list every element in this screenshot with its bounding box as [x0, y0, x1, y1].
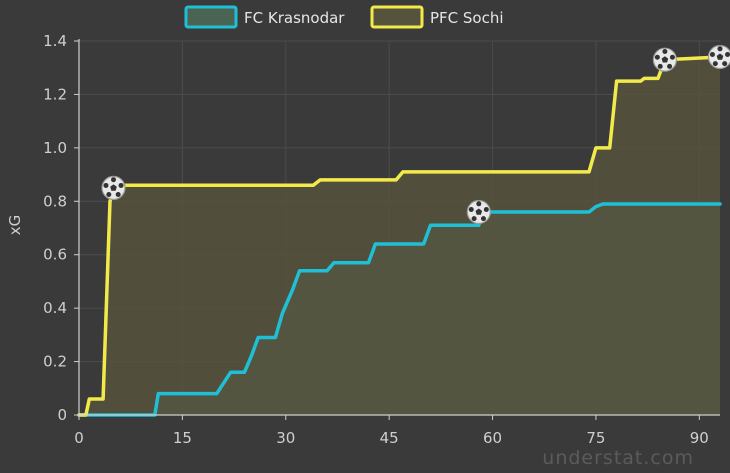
y-tick-label: 1.4 [43, 32, 67, 50]
axes: 0 15 30 45 60 75 90 0 0.2 0.4 0.6 0.8 1.0 1.2 1.4 [43, 32, 720, 447]
ball-patch [661, 56, 669, 63]
series-line-1 [77, 55, 722, 417]
goal-ball-icon [101, 175, 126, 200]
y-tick-label: 0.8 [43, 192, 67, 210]
y-tick-label: 0.6 [43, 246, 67, 264]
ball-patch [110, 184, 117, 191]
ball-patch [480, 216, 486, 222]
ball-patch [654, 54, 660, 60]
ball-patch [657, 63, 663, 69]
goal-ball-icon [466, 199, 491, 225]
ball-patch [475, 208, 483, 215]
ball-patch [662, 49, 668, 54]
y-axis-label: xG [6, 215, 24, 236]
ball-patch [725, 52, 730, 58]
legend-label-fc-krasnodar[interactable]: FC Krasnodar [244, 9, 345, 27]
ball-patch [115, 192, 121, 198]
goal-markers [101, 44, 730, 225]
ball-patch [667, 63, 673, 69]
x-tick-label: 60 [483, 429, 502, 447]
ball-patch [118, 182, 124, 188]
legend: FC Krasnodar PFC Sochi [184, 5, 504, 29]
series-area-1 [79, 57, 720, 415]
y-tick-label: 1.0 [43, 139, 67, 157]
y-tick-label: 0.4 [43, 299, 67, 317]
ball-patch [717, 46, 723, 52]
goal-ball-icon [652, 47, 678, 72]
ball-patch [716, 53, 724, 60]
ball-patch [712, 61, 718, 67]
watermark: understat.com [542, 447, 694, 469]
ball-patch [103, 182, 109, 188]
ball-patch [468, 207, 474, 213]
ball-patch [106, 192, 112, 198]
ball-patch [483, 207, 489, 213]
series-areas [79, 57, 720, 415]
ball-patch [471, 216, 477, 222]
goal-ball-icon [707, 44, 730, 70]
legend-swatch-fc-krasnodar[interactable] [184, 5, 238, 29]
legend-label-pfc-sochi[interactable]: PFC Sochi [430, 9, 504, 27]
ball-patch [709, 52, 715, 58]
ball-patch [722, 61, 728, 67]
x-tick-label: 90 [690, 429, 709, 447]
ball-patch [669, 54, 675, 60]
y-tick-label: 0 [57, 406, 67, 424]
x-tick-label: 0 [74, 429, 84, 447]
ball-patch [111, 177, 116, 183]
x-tick-label: 75 [586, 429, 605, 447]
x-tick-label: 45 [380, 429, 399, 447]
y-tick-label: 0.2 [43, 353, 67, 371]
ball-patch [476, 201, 482, 207]
x-tick-label: 30 [276, 429, 295, 447]
y-tick-label: 1.2 [43, 85, 67, 103]
legend-swatch-pfc-sochi[interactable] [370, 5, 424, 29]
x-tick-label: 15 [173, 429, 192, 447]
